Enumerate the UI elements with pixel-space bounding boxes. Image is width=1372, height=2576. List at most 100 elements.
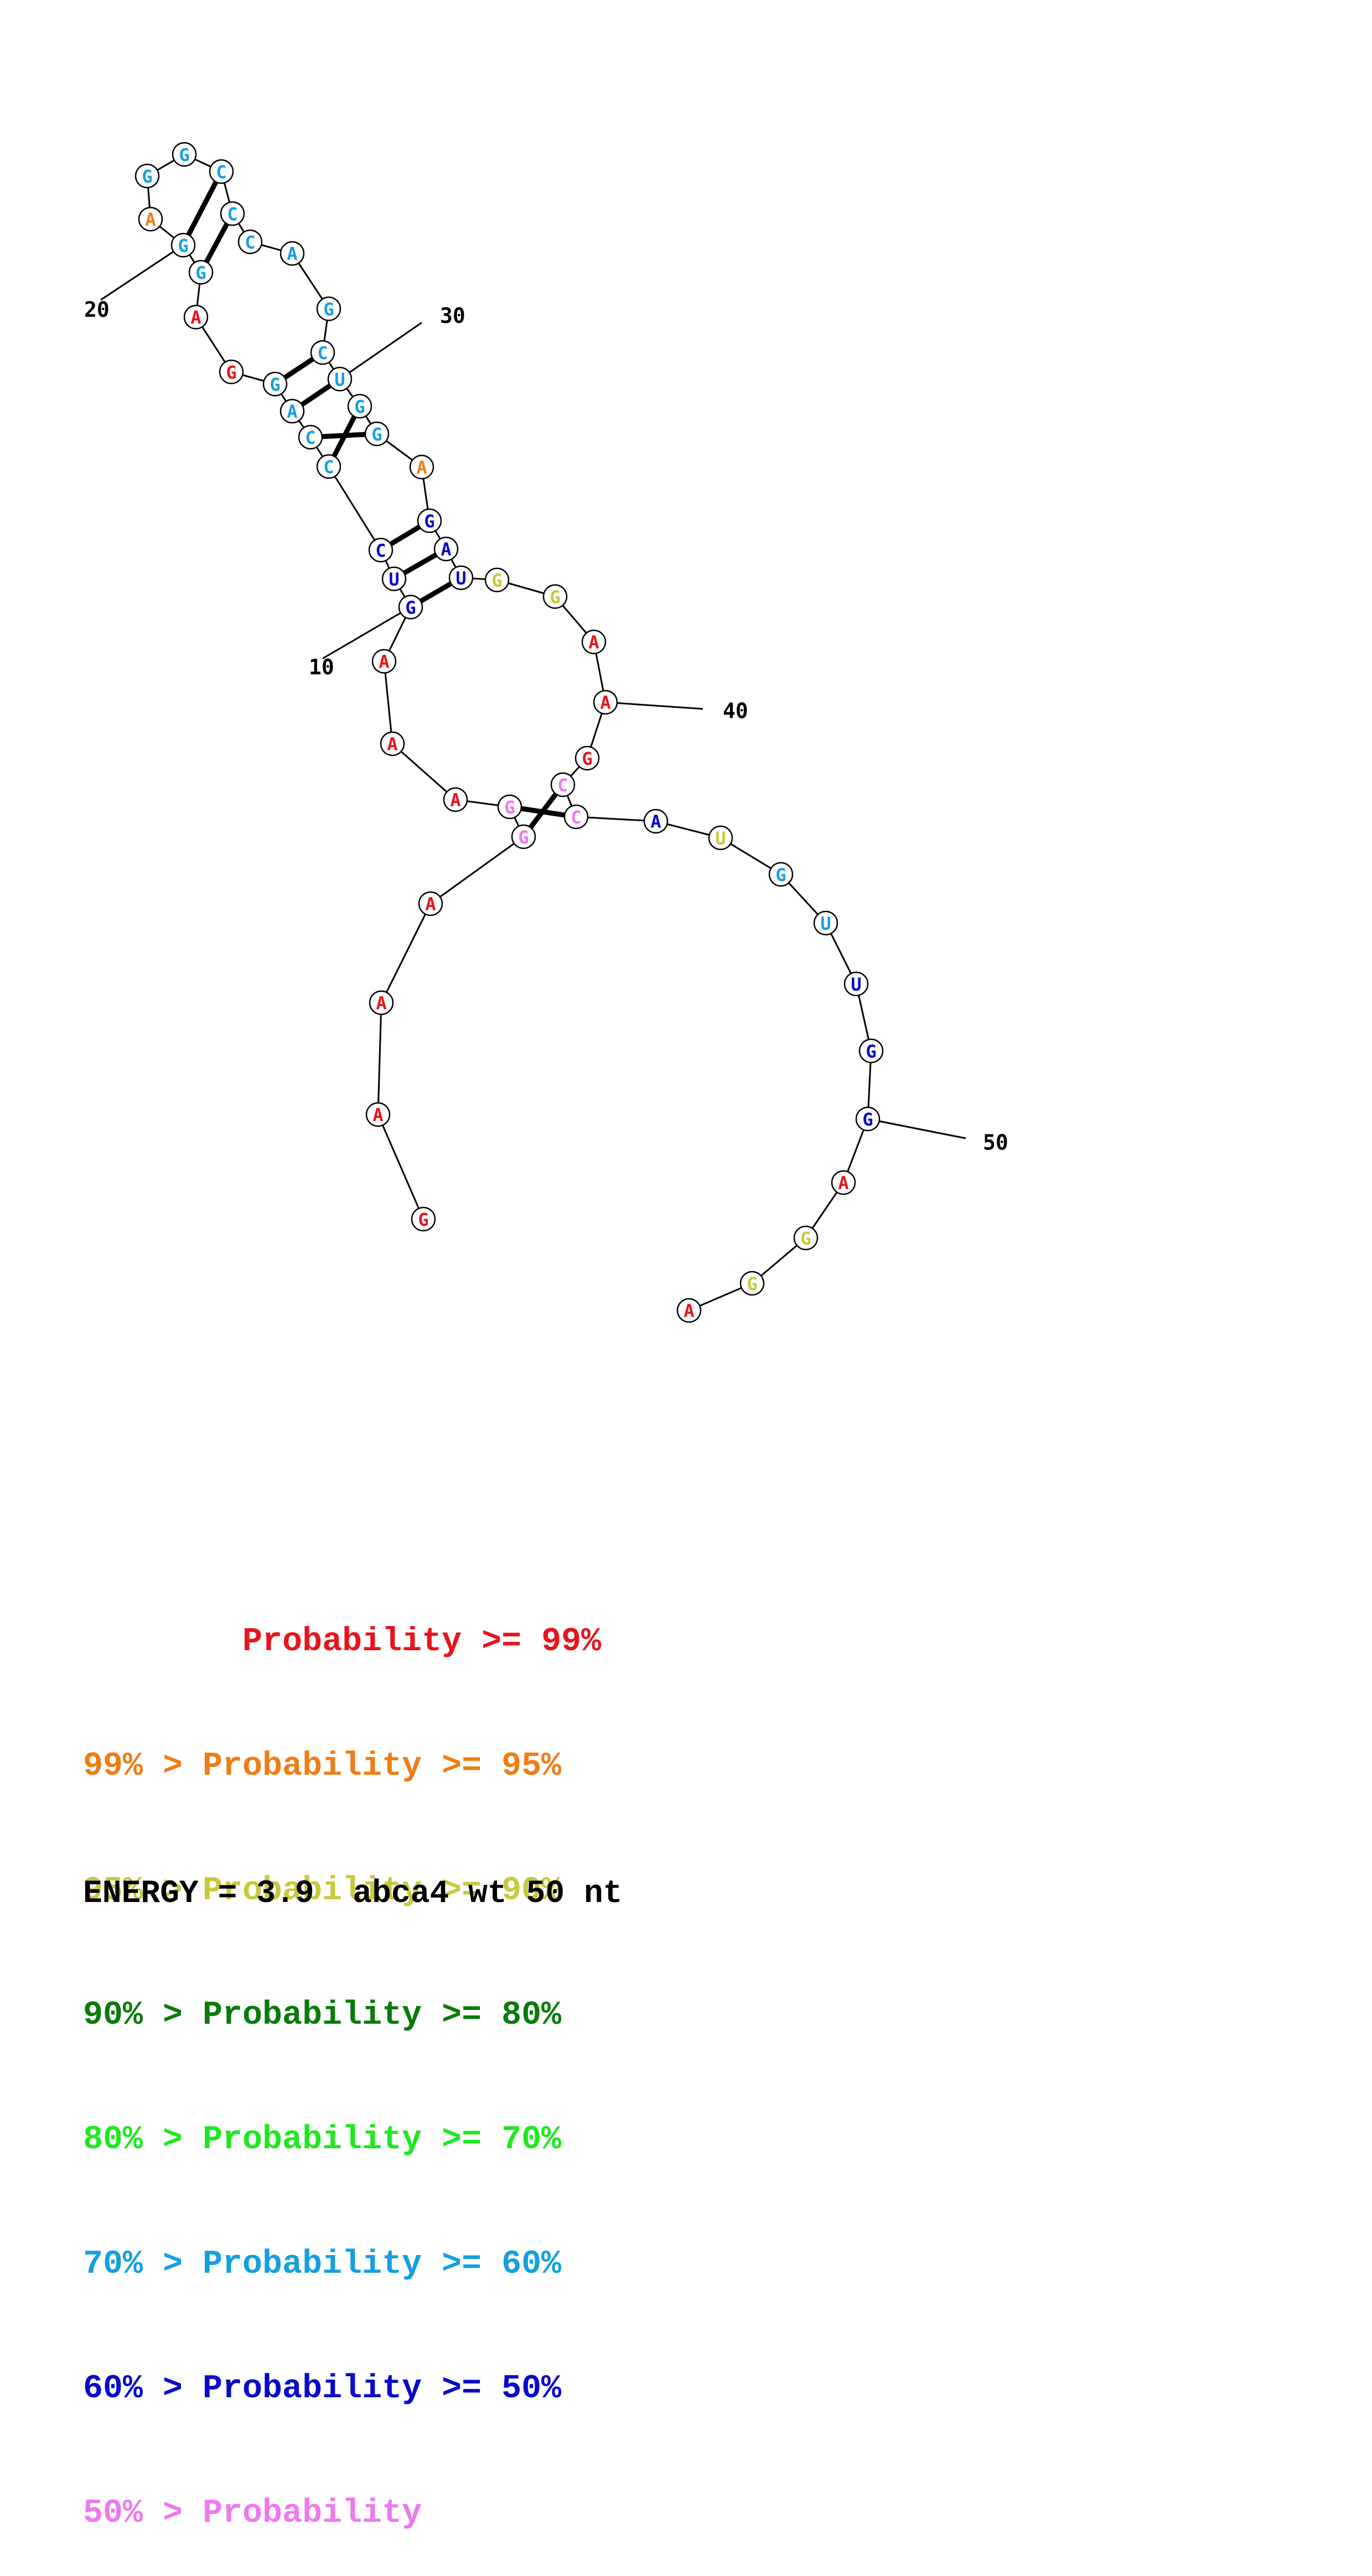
nucleotide-circle (371, 649, 397, 674)
nucleotide-circle (550, 772, 576, 797)
nucleotide: A (380, 731, 405, 756)
position-tick-label: 30 (440, 304, 465, 328)
legend-row: 90% > Probability >= 80% (83, 1997, 562, 2034)
nucleotide-base: C (305, 427, 315, 448)
nucleotide: C (237, 229, 263, 255)
nucleotide-base: G (195, 262, 206, 283)
nucleotide-base: C (375, 540, 386, 561)
nucleotide-circle (768, 862, 794, 887)
nucleotide: G (219, 359, 244, 385)
nucleotide-base: U (820, 913, 831, 934)
nucleotide-base: G (424, 511, 434, 532)
nucleotide-base: A (287, 401, 297, 422)
nucleotide: A (365, 1102, 391, 1127)
nucleotide: U (327, 366, 353, 392)
nucleotide-base: G (504, 797, 515, 818)
nucleotide: G (739, 1271, 765, 1296)
nucleotide-base: G (323, 299, 334, 320)
nucleotide-base: A (684, 1300, 694, 1321)
nucleotide-circle (813, 910, 838, 936)
nucleotide-circle (364, 421, 390, 447)
nucleotide: G (497, 794, 522, 820)
position-tick-label: 10 (309, 655, 334, 680)
nucleotide-base: G (582, 748, 592, 769)
nucleotide: C (316, 454, 341, 479)
nucleotide-base: U (455, 568, 466, 589)
position-tick-label: 50 (983, 1131, 1008, 1155)
base-pair-bond (181, 170, 224, 247)
backbone-segment (576, 816, 656, 822)
nucleotide-circle (310, 340, 335, 365)
position-tick-line (605, 701, 703, 710)
nucleotide: A (371, 649, 397, 674)
nucleotide-base: U (389, 569, 399, 590)
nucleotide-base: A (287, 243, 297, 265)
legend-row: Probability >= 99% (83, 1623, 602, 1661)
nucleotide-base: U (851, 974, 861, 995)
nucleotide: G (364, 421, 390, 447)
nucleotide-base: U (715, 828, 726, 849)
legend-row: 70% > Probability >= 60% (83, 2246, 562, 2283)
legend-row: 99% > Probability >= 95% (83, 1748, 562, 1785)
nucleotide-circle (542, 584, 568, 609)
nucleotide: A (643, 808, 669, 834)
nucleotide-base: G (226, 362, 236, 383)
nucleotide-base: G (550, 587, 560, 608)
nucleotide-circle (409, 454, 434, 480)
nucleotide: U (708, 825, 733, 851)
nucleotide-base: G (518, 827, 529, 848)
nucleotide-circle (855, 1106, 881, 1132)
nucleotide: G (172, 142, 197, 167)
nucleotide-circle (219, 359, 244, 385)
nucleotide-base: C (216, 162, 226, 183)
nucleotide: C (550, 772, 576, 797)
nucleotide-circle (708, 825, 733, 851)
backbone-segment (392, 743, 456, 801)
nucleotide: G (858, 1038, 884, 1064)
nucleotide-circle (417, 508, 442, 533)
nucleotide-base: A (600, 692, 610, 713)
nucleotide-circle (574, 745, 600, 771)
nucleotide-base: A (376, 993, 386, 1014)
nucleotide-circle (188, 260, 214, 285)
nucleotide-base: G (371, 424, 382, 445)
nucleotide: U (448, 565, 474, 590)
nucleotide: C (209, 159, 234, 184)
nucleotide-base: A (838, 1173, 848, 1194)
nucleotide: G (574, 745, 600, 771)
nucleotide: G (511, 824, 536, 849)
nucleotide-base: G (866, 1041, 876, 1062)
backbone-segment (377, 1002, 382, 1115)
nucleotide-circle (593, 690, 618, 715)
backbone-lines (146, 153, 872, 1312)
nucleotide-base: G (179, 144, 189, 165)
position-ticks: 10 20 30 40 50 (84, 244, 1008, 1155)
backbone-segment (328, 466, 382, 551)
nucleotide: G (316, 296, 341, 322)
nucleotide-circle (843, 971, 869, 997)
nucleotide: G (134, 163, 160, 189)
nucleotide-circle (237, 229, 263, 255)
nucleotide-base: A (425, 894, 436, 915)
nucleotide-circle (443, 787, 468, 812)
position-tick-label: 40 (723, 699, 748, 723)
nucleotide: C (310, 340, 335, 365)
nucleotide-circle (511, 824, 536, 849)
nucleotide-base: C (557, 775, 568, 796)
nucleotide: U (381, 566, 407, 592)
nucleotide-base: A (379, 651, 389, 672)
nucleotide: G (417, 508, 442, 533)
nucleotide: A (676, 1298, 702, 1323)
nucleotide-circle (381, 566, 407, 592)
nucleotide-base: C (323, 457, 334, 478)
nucleotide-circle (676, 1298, 702, 1323)
nucleotide-base: G (862, 1109, 873, 1130)
backbone-segment (430, 836, 524, 905)
nucleotide-circle (209, 159, 234, 184)
nucleotide-circle (298, 424, 323, 450)
nucleotide-circle (739, 1271, 765, 1296)
nucleotide: G (262, 371, 288, 397)
nucleotide-base: A (372, 1105, 383, 1126)
